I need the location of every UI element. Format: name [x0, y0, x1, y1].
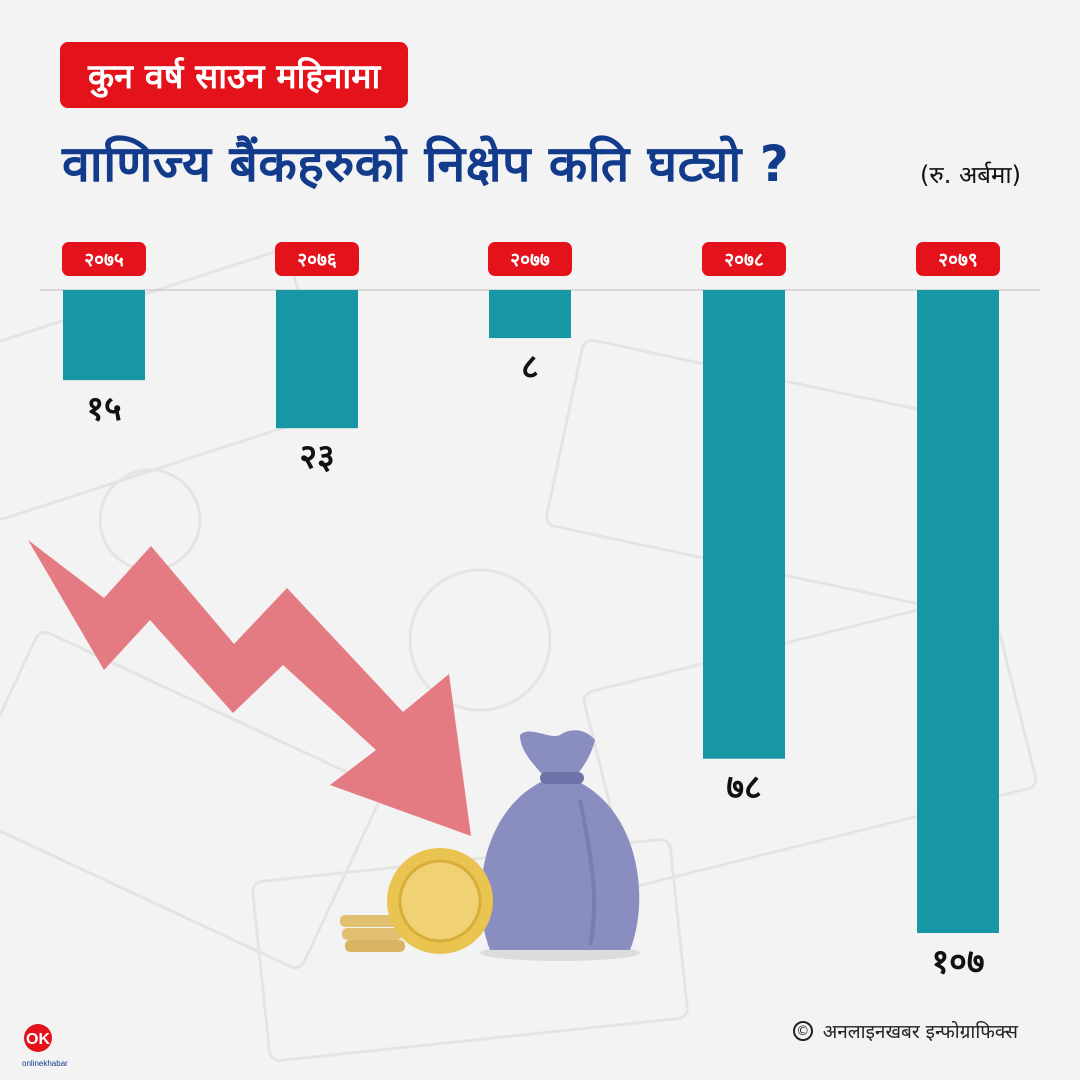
- value-label: १५: [86, 389, 121, 429]
- subtitle-text: कुन वर्ष साउन महिनामा: [88, 57, 381, 97]
- value-label: ७८: [726, 768, 761, 808]
- year-badge: [62, 242, 146, 276]
- value-label: १०७: [931, 942, 984, 982]
- deposit-bar: [63, 290, 145, 381]
- year-label: २०७६: [297, 249, 337, 271]
- year-badge: [275, 242, 359, 276]
- subtitle-badge: कुन वर्ष साउन महिनामा: [60, 42, 409, 108]
- year-badge: [916, 242, 1000, 276]
- svg-text:onlinekhabar: onlinekhabar: [22, 1059, 68, 1068]
- value-label: २३: [299, 437, 334, 477]
- value-label: ८: [521, 347, 539, 387]
- money-bag-icon: [480, 730, 640, 961]
- year-label: २०७८: [724, 249, 764, 271]
- brand-logo: OK onlinekhabar: [20, 1020, 80, 1070]
- chart-title: वाणिज्य बैंकहरुको निक्षेप कति घट्यो ?: [62, 135, 790, 193]
- deposit-bar: [703, 290, 785, 759]
- year-label: २०७७: [510, 249, 550, 271]
- deposit-bar: [917, 290, 999, 933]
- credit-text: अनलाइनखबर इन्फोग्राफिक्स: [822, 1021, 1018, 1043]
- downward-arrow-icon: [28, 540, 471, 836]
- unit-label: (रु. अर्बमा): [920, 161, 1021, 189]
- year-badge: [702, 242, 786, 276]
- deposit-bar: [489, 290, 571, 339]
- deposit-bar: [276, 290, 358, 429]
- svg-text:OK: OK: [26, 1031, 50, 1048]
- year-label: २०७५: [84, 249, 124, 271]
- copyright-icon: ©: [792, 1021, 813, 1041]
- year-badge: [488, 242, 572, 276]
- year-label: २०७९: [938, 249, 978, 271]
- gold-coin-icon: [340, 848, 493, 954]
- credit-footer: © अनलाइनखबर इन्फोग्राफिक्स: [792, 1018, 1018, 1044]
